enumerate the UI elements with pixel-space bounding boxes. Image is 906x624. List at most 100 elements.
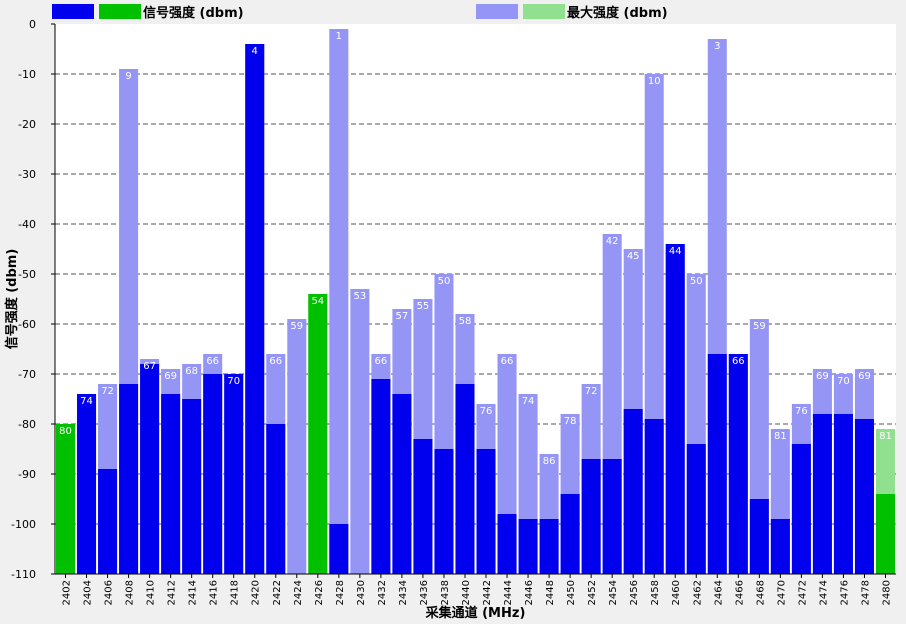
x-tick-label: 2408 <box>125 580 136 605</box>
signal-bar-2452 <box>581 459 601 574</box>
bar-label-2464: 3 <box>714 41 720 52</box>
bar-label-2460: 44 <box>669 246 682 257</box>
bar-label-2462: 50 <box>690 276 703 287</box>
bar-label-2452: 72 <box>585 386 598 397</box>
signal-bar-2416 <box>203 374 223 574</box>
x-tick-label: 2412 <box>167 580 178 605</box>
bar-label-2466: 66 <box>732 356 745 367</box>
bar-label-2480: 81 <box>879 431 892 442</box>
x-tick-label: 2422 <box>272 580 283 605</box>
x-tick-label: 2416 <box>209 580 220 605</box>
y-tick-label: -70 <box>18 368 36 381</box>
x-tick-label: 2446 <box>524 580 535 605</box>
bar-label-2450: 78 <box>564 416 577 427</box>
signal-bar-2412 <box>161 394 181 574</box>
x-tick-label: 2438 <box>440 580 451 605</box>
max-bar-2430 <box>350 289 370 574</box>
signal-bar-2448 <box>539 519 559 574</box>
x-tick-label: 2452 <box>587 580 598 605</box>
legend-label: 最大强度 (dbm) <box>567 5 668 21</box>
max-bar-2428 <box>329 29 349 574</box>
signal-bar-2450 <box>560 494 580 574</box>
signal-bar-2406 <box>98 469 118 574</box>
x-axis-title: 采集通道 (MHz) <box>425 605 526 621</box>
x-tick-label: 2432 <box>377 580 388 605</box>
bar-label-2422: 66 <box>269 356 282 367</box>
bar-label-2404: 74 <box>80 396 93 407</box>
bar-label-2456: 45 <box>627 251 640 262</box>
x-tick-label: 2464 <box>713 580 724 605</box>
x-tick-label: 2406 <box>104 580 115 605</box>
signal-bar-2422 <box>266 424 286 574</box>
legend-swatch <box>99 4 141 19</box>
bar-label-2476: 70 <box>837 376 850 387</box>
legend: 信号强度 (dbm) 最大强度 (dbm) <box>52 4 668 21</box>
signal-bar-2440 <box>455 384 475 574</box>
bar-label-2438: 50 <box>438 276 451 287</box>
x-tick-label: 2442 <box>482 580 493 605</box>
x-tick-label: 2440 <box>461 580 472 605</box>
signal-bar-2402 <box>56 424 76 574</box>
bar-label-2442: 76 <box>480 406 493 417</box>
bar-label-2474: 69 <box>816 371 829 382</box>
bar-label-2448: 86 <box>543 456 556 467</box>
x-tick-label: 2454 <box>608 580 619 605</box>
bars-group <box>56 29 895 574</box>
x-tick-label: 2478 <box>860 580 871 605</box>
signal-bar-2446 <box>518 519 538 574</box>
x-tick-label: 2460 <box>671 580 682 605</box>
x-tick-label: 2418 <box>230 580 241 605</box>
bar-label-2424: 59 <box>290 321 303 332</box>
signal-bar-2434 <box>392 394 412 574</box>
x-tick-label: 2456 <box>629 580 640 605</box>
signal-bar-2418 <box>224 374 244 574</box>
x-tick-label: 2474 <box>818 580 829 605</box>
y-axis-title: 信号强度 (dbm) <box>4 249 20 350</box>
signal-bar-2442 <box>476 449 496 574</box>
x-tick-label: 2414 <box>188 580 199 605</box>
y-tick-label: -90 <box>18 468 36 481</box>
signal-bar-2426 <box>308 294 328 574</box>
bar-label-2468: 59 <box>753 321 766 332</box>
signal-bar-2464 <box>707 354 727 574</box>
signal-bar-2438 <box>434 449 454 574</box>
x-tick-label: 2444 <box>503 580 514 605</box>
bar-label-2412: 69 <box>164 371 177 382</box>
legend-swatch <box>523 4 565 19</box>
signal-bar-2468 <box>749 499 769 574</box>
y-tick-label: 0 <box>29 18 36 31</box>
signal-bar-2472 <box>791 444 811 574</box>
bar-label-2430: 53 <box>353 291 366 302</box>
signal-bar-2408 <box>119 384 139 574</box>
y-tick-label: -20 <box>18 118 36 131</box>
signal-bar-2480 <box>875 494 895 574</box>
y-tick-label: -60 <box>18 318 36 331</box>
x-tick-label: 2426 <box>314 580 325 605</box>
y-tick-label: -80 <box>18 418 36 431</box>
signal-bar-2432 <box>371 379 391 574</box>
bar-label-2416: 66 <box>206 356 219 367</box>
bar-label-2436: 55 <box>417 301 430 312</box>
legend-label: 信号强度 (dbm) <box>143 5 244 21</box>
bar-label-2420: 4 <box>252 46 258 57</box>
x-tick-label: 2402 <box>62 580 73 605</box>
bar-label-2406: 72 <box>101 386 114 397</box>
x-tick-label: 2448 <box>545 580 556 605</box>
signal-bar-2436 <box>413 439 433 574</box>
signal-bar-2456 <box>623 409 643 574</box>
signal-bar-2454 <box>602 459 622 574</box>
bar-label-2410: 67 <box>143 361 156 372</box>
y-tick-label: -110 <box>11 568 36 581</box>
bar-label-2426: 54 <box>311 296 324 307</box>
bar-label-2432: 66 <box>375 356 388 367</box>
x-tick-label: 2458 <box>650 580 661 605</box>
bar-label-2470: 81 <box>774 431 787 442</box>
axes: 0 -10 -20 -30 -40 -50 -60 -70 -80 -90 -100 -110 2402… <box>11 18 896 605</box>
x-tick-label: 2420 <box>251 580 262 605</box>
x-tick-label: 2436 <box>419 580 430 605</box>
x-tick-label: 2480 <box>881 580 892 605</box>
x-tick-label: 2476 <box>839 580 850 605</box>
signal-bar-2470 <box>770 519 790 574</box>
plot-area <box>55 24 896 574</box>
